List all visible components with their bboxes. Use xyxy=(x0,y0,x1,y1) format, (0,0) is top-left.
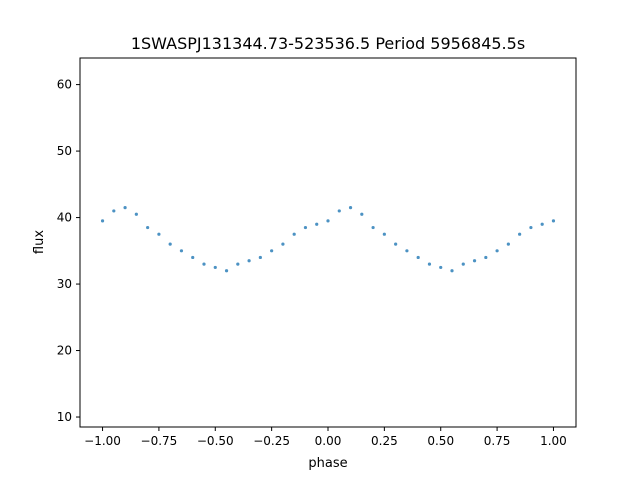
scatter-point xyxy=(258,255,262,260)
x-tick-label: 0.50 xyxy=(427,434,454,448)
scatter-point xyxy=(281,242,285,246)
scatter-point xyxy=(236,262,240,266)
scatter-point xyxy=(506,242,510,246)
y-tick-label: 40 xyxy=(57,211,72,225)
scatter-point xyxy=(224,269,229,273)
scatter-point xyxy=(303,225,308,230)
scatter-point xyxy=(416,255,420,260)
x-tick-label: 1.00 xyxy=(540,434,567,448)
y-tick-label: 60 xyxy=(57,78,72,92)
x-tick-label: −0.75 xyxy=(141,434,178,448)
scatter-point xyxy=(484,255,488,260)
scatter-point xyxy=(439,265,443,270)
scatter-point xyxy=(179,249,184,253)
scatter-point xyxy=(191,255,195,260)
scatter-point xyxy=(134,212,138,216)
scatter-point xyxy=(100,219,105,223)
scatter-point xyxy=(371,225,375,230)
scatter-point xyxy=(450,269,454,273)
y-axis-label: flux xyxy=(32,230,47,254)
scatter-points xyxy=(100,205,556,273)
x-tick-label: 0.25 xyxy=(371,434,398,448)
x-tick-label: 0.00 xyxy=(315,434,342,448)
x-tick-label: −0.50 xyxy=(197,434,234,448)
x-tick-label: −1.00 xyxy=(84,434,121,448)
x-axis: −1.00 −0.75 −0.50 −0.25 0.00 0.25 0.50 0.75 1.00 xyxy=(84,427,567,448)
scatter-point xyxy=(518,232,522,236)
x-tick-label: −0.25 xyxy=(253,434,290,448)
scatter-point xyxy=(540,222,544,226)
scatter-point xyxy=(405,249,409,253)
scatter-point xyxy=(529,225,533,230)
y-tick-label: 30 xyxy=(57,277,72,291)
x-tick-label: 0.75 xyxy=(484,434,511,448)
y-tick-label: 10 xyxy=(57,410,72,424)
scatter-point xyxy=(157,232,161,236)
scatter-point xyxy=(461,262,465,266)
scatter-point xyxy=(112,209,116,213)
y-tick-label: 50 xyxy=(57,144,72,158)
scatter-point xyxy=(270,249,274,253)
scatter-point xyxy=(202,262,206,266)
scatter-point xyxy=(394,242,398,246)
scatter-point xyxy=(123,205,127,210)
scatter-point xyxy=(427,262,432,266)
scatter-point xyxy=(551,219,556,223)
scatter-point xyxy=(315,222,319,226)
scatter-point xyxy=(326,219,330,223)
scatter-point xyxy=(146,225,150,230)
scatter-point xyxy=(292,232,296,236)
scatter-point xyxy=(168,242,172,246)
scatter-point xyxy=(247,259,251,263)
y-tick-label: 20 xyxy=(57,344,72,358)
chart-title: 1SWASPJ131344.73-523536.5 Period 5956845… xyxy=(131,34,525,53)
scatter-point xyxy=(348,205,353,210)
scatter-point xyxy=(360,212,364,216)
x-axis-label: phase xyxy=(308,456,347,471)
scatter-point xyxy=(337,209,341,213)
scatter-point xyxy=(382,232,386,236)
scatter-point xyxy=(213,265,217,270)
y-axis: 10 20 30 40 50 60 xyxy=(57,78,80,424)
scatter-point xyxy=(472,259,477,263)
scatter-point xyxy=(495,249,499,253)
